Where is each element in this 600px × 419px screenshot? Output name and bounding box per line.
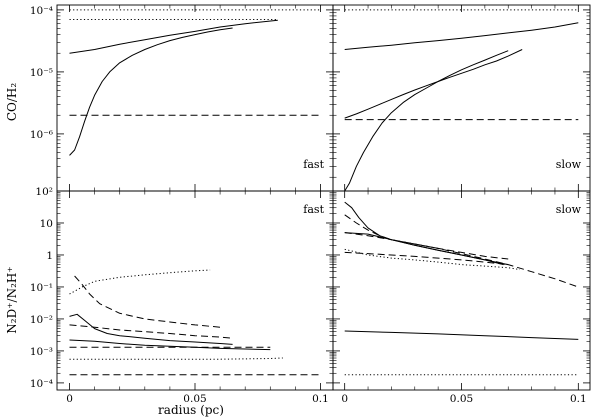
panel-3: 0 0.05 0.1 slow <box>332 190 591 405</box>
panel-0: 10⁻⁶ 10⁻⁵ 10⁻⁴ fast <box>30 4 334 192</box>
x-tick-label: 0.05 <box>183 393 206 405</box>
panel-label: fast <box>303 203 324 216</box>
y-tick-label: 10⁻³ <box>30 346 53 358</box>
series-line-3 <box>344 232 579 288</box>
y-tick-label: 10⁻² <box>30 314 53 326</box>
panel-label: slow <box>556 158 582 171</box>
series-line-3 <box>69 313 233 345</box>
panel-frame <box>56 4 334 192</box>
ylabel-bottom: N₂D⁺/N₂H⁺ <box>5 266 19 333</box>
xlabel: radius (pc) <box>158 403 224 417</box>
series-line-2 <box>344 49 523 119</box>
y-tick-label: 10⁻⁴ <box>30 378 53 390</box>
panel-2: 0 0.05 0.1 10⁻⁴ 10⁻³ 10⁻² 10⁻¹ 1 10 10² fast <box>30 186 334 405</box>
y-tick-label: 10 <box>40 218 53 230</box>
y-tick-label: 10⁻¹ <box>30 282 53 294</box>
series-line-0 <box>344 201 504 266</box>
series-line-1 <box>74 275 221 328</box>
y-tick-label: 10⁻⁶ <box>30 129 53 141</box>
y-tick-label: 10⁻⁵ <box>30 67 53 79</box>
series-line-6 <box>69 357 283 360</box>
series-line-2 <box>69 324 233 339</box>
panel-frame <box>332 4 591 192</box>
panel-1: slow <box>332 4 591 192</box>
ylabel-top: CO/H₂ <box>5 83 19 122</box>
series-line-1 <box>344 214 509 260</box>
x-tick-label: 0.05 <box>450 393 473 405</box>
series-line-4 <box>69 339 271 351</box>
x-tick-label: 0.1 <box>570 393 587 405</box>
y-tick-label: 10² <box>35 186 53 198</box>
series-line-1 <box>69 27 233 156</box>
series-line-4 <box>344 251 509 266</box>
panels: 10⁻⁶ 10⁻⁵ 10⁻⁴ fast slow 0 0.05 0.1 10⁻⁴ 10⁻³ 10⁻²… <box>30 4 591 405</box>
panel-label: slow <box>556 203 582 216</box>
series-line-0 <box>344 22 579 50</box>
series-line-6 <box>344 330 579 340</box>
x-tick-label: 0 <box>341 393 348 405</box>
series-line-0 <box>69 269 211 295</box>
x-tick-label: 0.1 <box>312 393 329 405</box>
series-line-5 <box>344 248 520 271</box>
series-line-2 <box>344 232 509 266</box>
x-tick-label: 0 <box>66 393 73 405</box>
panel-frame <box>56 190 334 391</box>
y-tick-label: 10⁻⁴ <box>30 5 53 17</box>
series-line-0 <box>69 19 278 54</box>
y-tick-label: 1 <box>46 250 53 262</box>
panel-label: fast <box>303 158 324 171</box>
panel-frame <box>332 190 591 391</box>
series-line-1 <box>344 50 509 192</box>
